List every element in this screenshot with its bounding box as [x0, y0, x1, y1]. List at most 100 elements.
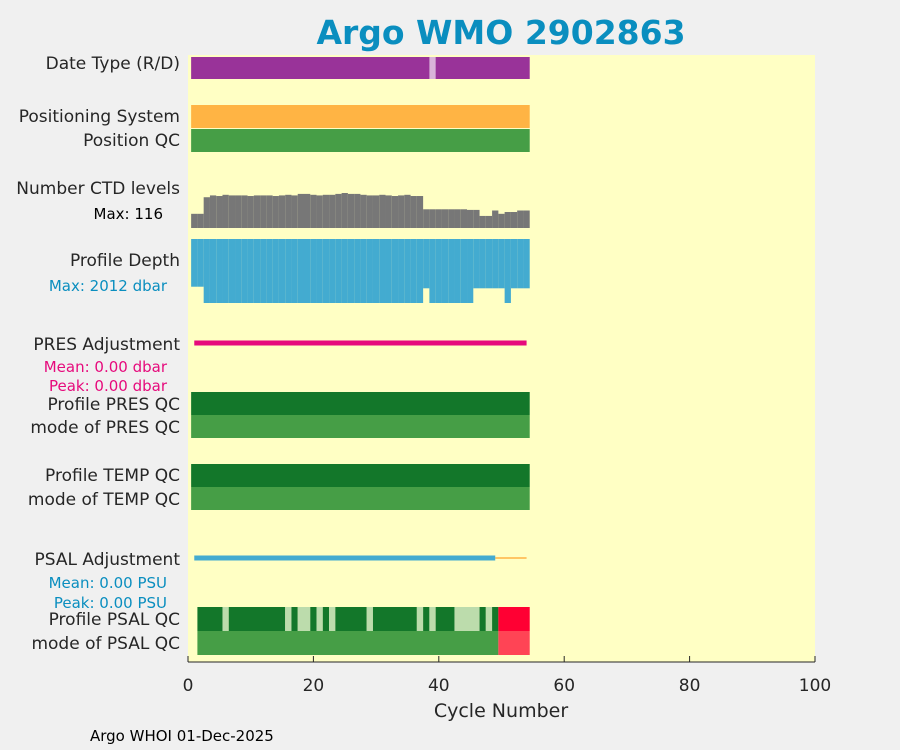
mode-temp-qc-bar: [191, 487, 530, 510]
label-date-type: Date Type (R/D): [46, 54, 180, 74]
profile-depth-bar: [404, 239, 411, 303]
profile-psal-qc-segment: [335, 607, 367, 631]
label-ctd-levels: Number CTD levels: [16, 179, 180, 199]
ctd-level-bar: [197, 213, 204, 228]
ctd-level-bar: [454, 209, 461, 228]
label-psal-mean: Mean: 0.00 PSU: [49, 574, 167, 592]
profile-depth-bar: [372, 239, 380, 303]
ctd-level-bar: [247, 196, 254, 228]
profile-depth-bar: [329, 239, 336, 303]
profile-depth-bar: [278, 239, 286, 303]
profile-psal-qc-segment: [329, 607, 336, 631]
ctd-level-bar: [473, 209, 480, 228]
ctd-level-bar: [354, 193, 361, 228]
label-profile-psal-qc: Profile PSAL QC: [49, 610, 180, 630]
profile-depth-bar: [498, 239, 505, 289]
profile-depth-bar: [523, 239, 530, 289]
profile-depth-bar: [341, 239, 348, 303]
profile-depth-bar: [354, 239, 361, 303]
ctd-level-bar: [209, 195, 217, 228]
ctd-level-bar: [492, 210, 499, 228]
profile-depth-bar: [260, 239, 267, 303]
profile-depth-bar: [197, 239, 204, 287]
ctd-level-bar: [404, 194, 411, 228]
ctd-level-bar: [379, 194, 386, 228]
profile-depth-bar: [366, 239, 373, 303]
profile-depth-bar: [191, 239, 198, 287]
profile-depth-bar: [517, 239, 524, 289]
profile-depth-bar: [272, 239, 279, 303]
ctd-level-bar: [260, 195, 267, 228]
ctd-level-bar: [335, 193, 342, 228]
profile-psal-qc-segment: [479, 607, 486, 631]
profile-depth-bar: [335, 239, 342, 303]
profile-depth-bar: [253, 239, 261, 303]
ctd-level-bar: [510, 212, 518, 228]
ctd-level-bar: [235, 195, 242, 228]
label-profile-depth: Profile Depth: [70, 251, 180, 271]
ctd-level-bar: [316, 195, 323, 228]
label-pres-mean: Mean: 0.00 dbar: [44, 358, 168, 376]
profile-depth-bar: [423, 239, 430, 289]
profile-depth-bar: [291, 239, 298, 303]
profile-depth-bar: [347, 239, 355, 303]
profile-psal-qc-segment: [372, 607, 417, 631]
mode-psal-qc-segment: [197, 631, 499, 655]
profile-depth-bar: [479, 239, 486, 289]
profile-depth-bar: [504, 239, 511, 303]
ctd-level-bar: [523, 210, 530, 228]
ctd-level-bar: [222, 194, 229, 228]
label-pres-adjustment: PRES Adjustment: [33, 335, 180, 355]
profile-depth-bar: [322, 239, 330, 303]
profile-depth-bar: [247, 239, 254, 303]
ctd-level-bar: [347, 193, 355, 228]
ctd-level-bar: [216, 196, 223, 228]
profile-depth-bar: [228, 239, 236, 303]
profile-depth-bar: [398, 239, 405, 303]
ctd-level-bar: [498, 213, 505, 228]
profile-depth-bar: [216, 239, 223, 303]
x-axis-ticks: 0 20 40 60 80 100: [183, 656, 831, 696]
profile-depth-bar: [416, 239, 424, 303]
profile-depth-bar: [429, 239, 436, 303]
profile-psal-qc-segment: [454, 607, 480, 631]
ctd-level-bar: [310, 194, 317, 228]
profile-psal-qc-segment: [197, 607, 223, 631]
position-qc-bar: [191, 129, 530, 152]
profile-depth-bar: [473, 239, 480, 289]
profile-depth-bar: [241, 239, 248, 303]
ctd-level-bar: [241, 195, 248, 228]
profile-psal-qc-segment: [310, 607, 317, 631]
profile-psal-qc-segment: [297, 607, 311, 631]
ctd-level-bar: [448, 209, 455, 228]
profile-depth-bar: [303, 239, 311, 303]
ctd-level-bar: [291, 195, 298, 228]
label-pres-peak: Peak: 0.00 dbar: [49, 377, 168, 395]
label-psal-peak: Peak: 0.00 PSU: [54, 594, 167, 612]
chart-title: Argo WMO 2902863: [316, 13, 685, 52]
date-type-bar: [191, 57, 530, 79]
date-type-delayed-mark: [429, 57, 436, 79]
label-depth-max: Max: 2012 dbar: [49, 277, 168, 295]
profile-depth-bar: [467, 239, 474, 303]
x-tick-label: 20: [303, 676, 325, 696]
profile-depth-bar: [285, 239, 292, 303]
ctd-level-bar: [228, 195, 236, 228]
ctd-level-bar: [416, 196, 424, 228]
ctd-level-bar: [366, 195, 373, 228]
label-ctd-max: Max: 116: [94, 205, 163, 223]
label-profile-pres-qc: Profile PRES QC: [47, 395, 180, 415]
profile-depth-bar: [297, 239, 304, 303]
x-tick-label: 40: [428, 676, 450, 696]
ctd-level-bar: [429, 209, 436, 228]
label-mode-temp-qc: mode of TEMP QC: [28, 490, 180, 510]
ctd-level-bar: [266, 195, 273, 228]
plot-area: [188, 55, 815, 662]
profile-depth-bar: [454, 239, 461, 303]
ctd-level-bar: [203, 197, 210, 228]
profile-temp-qc-bar: [191, 464, 530, 487]
profile-psal-qc-segment: [429, 607, 436, 631]
profile-depth-bar: [310, 239, 317, 303]
profile-depth-bar: [510, 239, 518, 289]
